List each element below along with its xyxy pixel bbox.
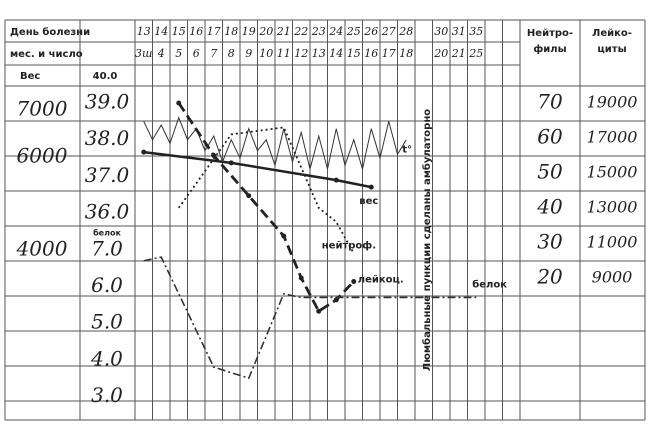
date-label: 25 [468, 47, 483, 60]
date-label: 4 [157, 47, 165, 60]
y-tick-label: 39.0 [85, 90, 130, 114]
axis-label: циты [597, 44, 626, 55]
y-tick-label: 6000 [17, 143, 68, 167]
series-line [143, 150, 372, 189]
axis-label: Вес [20, 71, 40, 82]
point [351, 279, 357, 285]
series-label: нейтроф. [322, 239, 376, 251]
y-tick-label: 6.0 [91, 273, 123, 297]
day-label: 21 [276, 25, 291, 38]
date-label: 9 [245, 47, 252, 60]
series-line [177, 102, 355, 314]
y-tick-label: 30 [537, 229, 563, 253]
y-tick-label: 11000 [587, 233, 638, 252]
series-label: белок [472, 278, 507, 290]
date-label: 20 [433, 47, 448, 60]
day-label: 18 [224, 25, 238, 38]
day-label: 14 [154, 25, 168, 38]
day-label: 17 [207, 25, 221, 38]
y-tick-label: 15000 [587, 163, 638, 182]
date-label: 15 [347, 47, 361, 60]
point [368, 184, 374, 190]
y-tick-label: 36.0 [85, 200, 130, 224]
y-tick-label: 13000 [587, 198, 638, 217]
y-tick-label: 70 [537, 89, 563, 113]
day-label: 27 [381, 25, 396, 38]
date-label: 6 [193, 47, 200, 60]
day-label: 26 [363, 25, 378, 38]
point [281, 233, 287, 239]
day-label: 13 [137, 25, 151, 38]
date-label: 16 [364, 47, 378, 60]
date-label: 10 [259, 47, 273, 60]
day-label: 19 [242, 25, 256, 38]
point [316, 308, 322, 314]
axis-label: белок [93, 227, 121, 237]
series-label: вес [359, 196, 378, 207]
day-label: 15 [172, 25, 186, 38]
axis-label: 40.0 [93, 71, 118, 82]
series-line [143, 256, 477, 380]
y-tick-label: 4.0 [90, 346, 123, 370]
y-tick-label: 60 [537, 124, 563, 148]
date-label: 7 [210, 47, 217, 60]
y-tick-label: 37.0 [85, 163, 130, 187]
point [298, 275, 304, 281]
y-tick-label: 7000 [17, 97, 68, 121]
y-tick-label: 50 [537, 159, 563, 183]
day-label: 28 [398, 25, 413, 38]
series-line [178, 126, 355, 254]
axis-label: Лейко- [592, 28, 632, 39]
day-label: 23 [311, 25, 326, 38]
point [228, 160, 234, 166]
y-tick-label: 17000 [587, 128, 638, 147]
date-label: 3ш [135, 47, 152, 60]
y-tick-label: 38.0 [85, 126, 130, 150]
point [246, 193, 252, 199]
date-label: 5 [175, 47, 182, 60]
row-label: День болезни [10, 26, 90, 38]
y-tick-label: 19000 [587, 93, 638, 112]
point [333, 177, 339, 183]
day-label: 25 [346, 25, 361, 38]
date-label: 14 [329, 47, 343, 60]
day-label: 30 [434, 25, 448, 38]
point [211, 153, 217, 159]
day-label: 35 [469, 25, 483, 38]
y-tick-label: 7.0 [91, 236, 123, 260]
series-line [143, 116, 407, 170]
annotation: Люмбальные пункции сделаны амбулаторно [421, 109, 433, 371]
day-label: 16 [189, 25, 203, 38]
date-label: 21 [451, 47, 466, 60]
date-label: 12 [294, 47, 308, 60]
series-label: t° [402, 145, 412, 156]
y-tick-label: 4000 [16, 237, 68, 261]
axis-label: Нейтро- [527, 28, 573, 39]
point [176, 100, 182, 106]
date-label: 18 [399, 47, 413, 60]
date-label: 8 [228, 47, 235, 60]
point [333, 297, 339, 303]
day-label: 31 [452, 25, 466, 38]
y-tick-label: 5.0 [91, 310, 123, 334]
date-label: 13 [312, 47, 326, 60]
point [141, 149, 147, 155]
y-tick-label: 20 [536, 264, 563, 288]
row-label: мес. и число [10, 49, 83, 60]
day-label: 24 [328, 25, 343, 38]
date-label: 11 [277, 47, 291, 60]
grid [4, 19, 646, 421]
day-label: 22 [293, 25, 308, 38]
series-label: лейкоц. [358, 275, 404, 286]
date-label: 17 [382, 47, 396, 60]
y-tick-label: 40 [536, 194, 563, 218]
y-tick-label: 3.0 [91, 383, 123, 407]
day-label: 20 [258, 25, 273, 38]
axis-label: филы [533, 43, 566, 55]
y-tick-label: 9000 [592, 268, 633, 287]
